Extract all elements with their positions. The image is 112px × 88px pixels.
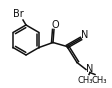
Text: CH₃: CH₃ xyxy=(77,76,93,85)
Text: N: N xyxy=(86,65,94,75)
Text: O: O xyxy=(51,20,59,29)
Text: N: N xyxy=(81,29,89,40)
Text: Br: Br xyxy=(13,9,23,19)
Text: CH₃: CH₃ xyxy=(91,76,107,85)
